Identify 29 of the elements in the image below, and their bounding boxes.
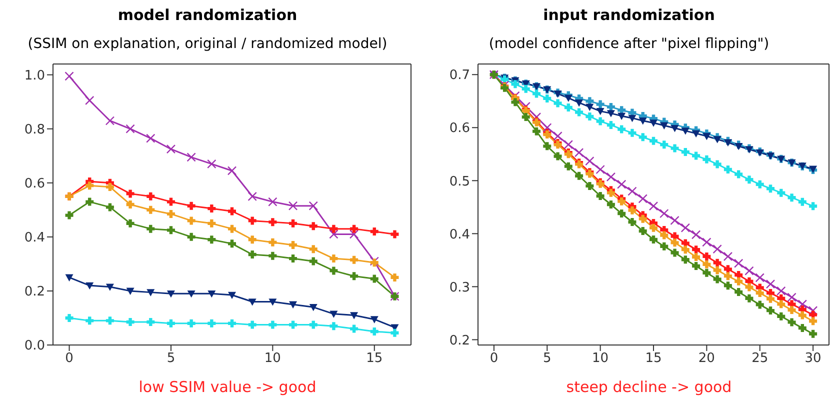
y-tick-label: 1.0 xyxy=(24,68,45,84)
y-tick-label: 0.3 xyxy=(449,280,470,296)
y-tick-label: 0.0 xyxy=(24,338,45,354)
x-tick-label: 15 xyxy=(645,351,662,366)
chart-subtitle: (SSIM on explanation, original / randomized model) xyxy=(26,36,388,52)
x-tick-label: 5 xyxy=(166,351,176,366)
x-tick-label: 5 xyxy=(542,351,552,366)
x-tick-label: 0 xyxy=(490,351,498,366)
y-tick-label: 0.7 xyxy=(449,68,470,84)
y-tick-label: 0.4 xyxy=(449,227,470,242)
x-tick-label: 10 xyxy=(264,351,281,366)
y-tick-label: 0.6 xyxy=(24,176,45,192)
y-tick-label: 0.2 xyxy=(24,284,45,300)
x-tick-label: 25 xyxy=(752,351,768,366)
x-tick-label: 20 xyxy=(698,351,715,366)
x-tick-label: 15 xyxy=(366,351,383,366)
x-tick-label: 10 xyxy=(592,351,609,366)
y-tick-label: 0.6 xyxy=(449,121,470,136)
y-tick-label: 0.4 xyxy=(24,230,45,246)
x-tick-label: 30 xyxy=(804,351,822,366)
y-tick-label: 0.5 xyxy=(449,174,470,190)
y-tick-label: 0.8 xyxy=(24,122,45,138)
chart-title: input randomization xyxy=(542,6,716,24)
x-tick-label: 0 xyxy=(65,351,74,366)
y-tick-label: 0.2 xyxy=(449,333,470,348)
text: low SSIM value -> good xyxy=(138,378,318,396)
chart-subtitle: (model confidence after "pixel flipping") xyxy=(488,36,770,52)
text: steep decline -> good xyxy=(565,378,733,396)
chart-title: model randomization xyxy=(116,6,298,24)
